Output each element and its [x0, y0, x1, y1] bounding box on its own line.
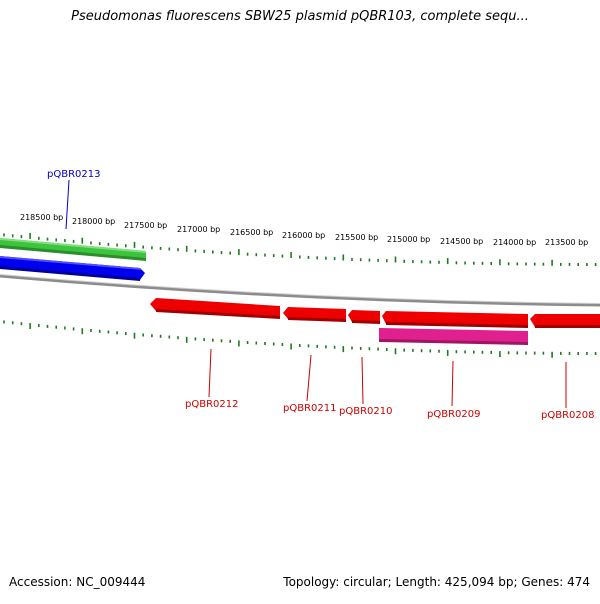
gene-label-pqbr0212[interactable]: pQBR0212: [185, 399, 238, 410]
tick-label: 215500 bp: [335, 233, 378, 242]
tick-labels: 218500 bp 218000 bp 217500 bp 217000 bp …: [20, 213, 588, 247]
tick-label: 217500 bp: [124, 221, 167, 230]
leader-line-pqbr0212: [208, 348, 212, 398]
tick-label: 214000 bp: [493, 238, 536, 247]
gene-pqbr0213-green[interactable]: [0, 238, 146, 261]
gene-label-pqbr0211[interactable]: pQBR0211: [283, 403, 336, 414]
gene-pqbr0210[interactable]: [348, 310, 380, 324]
gene-pqbr0212[interactable]: [150, 298, 280, 319]
gene-pqbr0211[interactable]: [283, 307, 346, 322]
summary-text: Topology: circular; Length: 425,094 bp; …: [283, 575, 590, 589]
gene-label-pqbr0209[interactable]: pQBR0209: [427, 409, 480, 420]
gene-pqbr0208[interactable]: [530, 314, 600, 328]
backbone-arc: [0, 274, 600, 307]
page-title: Pseudomonas fluorescens SBW25 plasmid pQ…: [71, 9, 529, 24]
top-scale-ruler: [3, 232, 597, 266]
gene-label-pqbr0208[interactable]: pQBR0208: [541, 410, 594, 421]
leader-line-pqbr0210: [361, 356, 364, 405]
gene-pqbr0213-blue[interactable]: [0, 256, 145, 281]
accession-text: Accession: NC_009444: [9, 575, 146, 589]
leader-line-pqbr0213: [65, 179, 70, 230]
gene-pqbr0209-red[interactable]: [382, 311, 528, 328]
leader-line-pqbr0211: [306, 354, 312, 402]
tick-label: 216000 bp: [282, 231, 325, 240]
gene-label-pqbr0213[interactable]: pQBR0213: [47, 169, 100, 180]
tick-label: 216500 bp: [230, 228, 273, 237]
tick-label: 213500 bp: [545, 238, 588, 247]
tick-label: 218000 bp: [72, 217, 115, 226]
gene-pqbr0209-magenta[interactable]: [379, 328, 528, 345]
tick-label: 214500 bp: [440, 237, 483, 246]
tick-label: 215000 bp: [387, 235, 430, 244]
tick-label: 218500 bp: [20, 213, 63, 222]
backbone-arc-highlight: [0, 274, 600, 304]
tick-label: 217000 bp: [177, 225, 220, 234]
bottom-scale-ruler: [3, 320, 597, 358]
gene-label-pqbr0210[interactable]: pQBR0210: [339, 406, 392, 417]
leader-line-pqbr0209: [451, 360, 454, 407]
